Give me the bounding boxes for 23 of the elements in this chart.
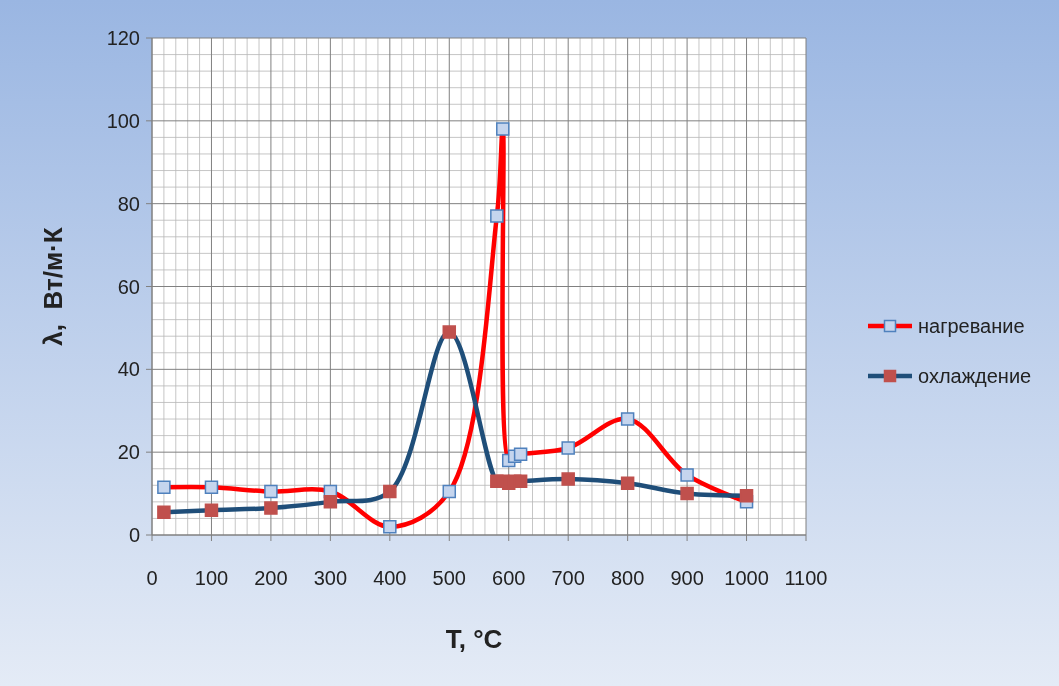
x-tick-label: 0 [146, 567, 158, 589]
y-tick-label: 80 [117, 192, 140, 215]
y-tick-label: 60 [117, 275, 140, 298]
x-axis-title: T, °C [445, 624, 503, 654]
x-tick-label: 600 [492, 567, 526, 589]
x-tick-label: 1100 [784, 567, 828, 589]
y-tick-label: 20 [117, 441, 140, 464]
x-tick-label: 200 [254, 567, 288, 589]
y-tick-label: 120 [106, 27, 140, 49]
x-tick-label: 900 [670, 567, 704, 589]
y-tick-label: 0 [128, 524, 140, 546]
x-tick-label: 400 [373, 567, 407, 589]
x-tick-label: 700 [551, 567, 585, 589]
x-tick-label: 500 [432, 567, 466, 589]
x-tick-label: 1000 [724, 567, 769, 589]
y-tick-label: 100 [106, 109, 140, 132]
legend-label: охлаждение [918, 365, 1032, 387]
x-tick-label: 300 [313, 567, 348, 589]
x-tick-label: 800 [610, 567, 645, 589]
y-axis-title: λ, Вт/м·К [38, 227, 68, 346]
y-tick-label: 40 [117, 358, 140, 381]
x-tick-label: 100 [194, 567, 229, 589]
legend-label: нагревание [918, 315, 1025, 337]
